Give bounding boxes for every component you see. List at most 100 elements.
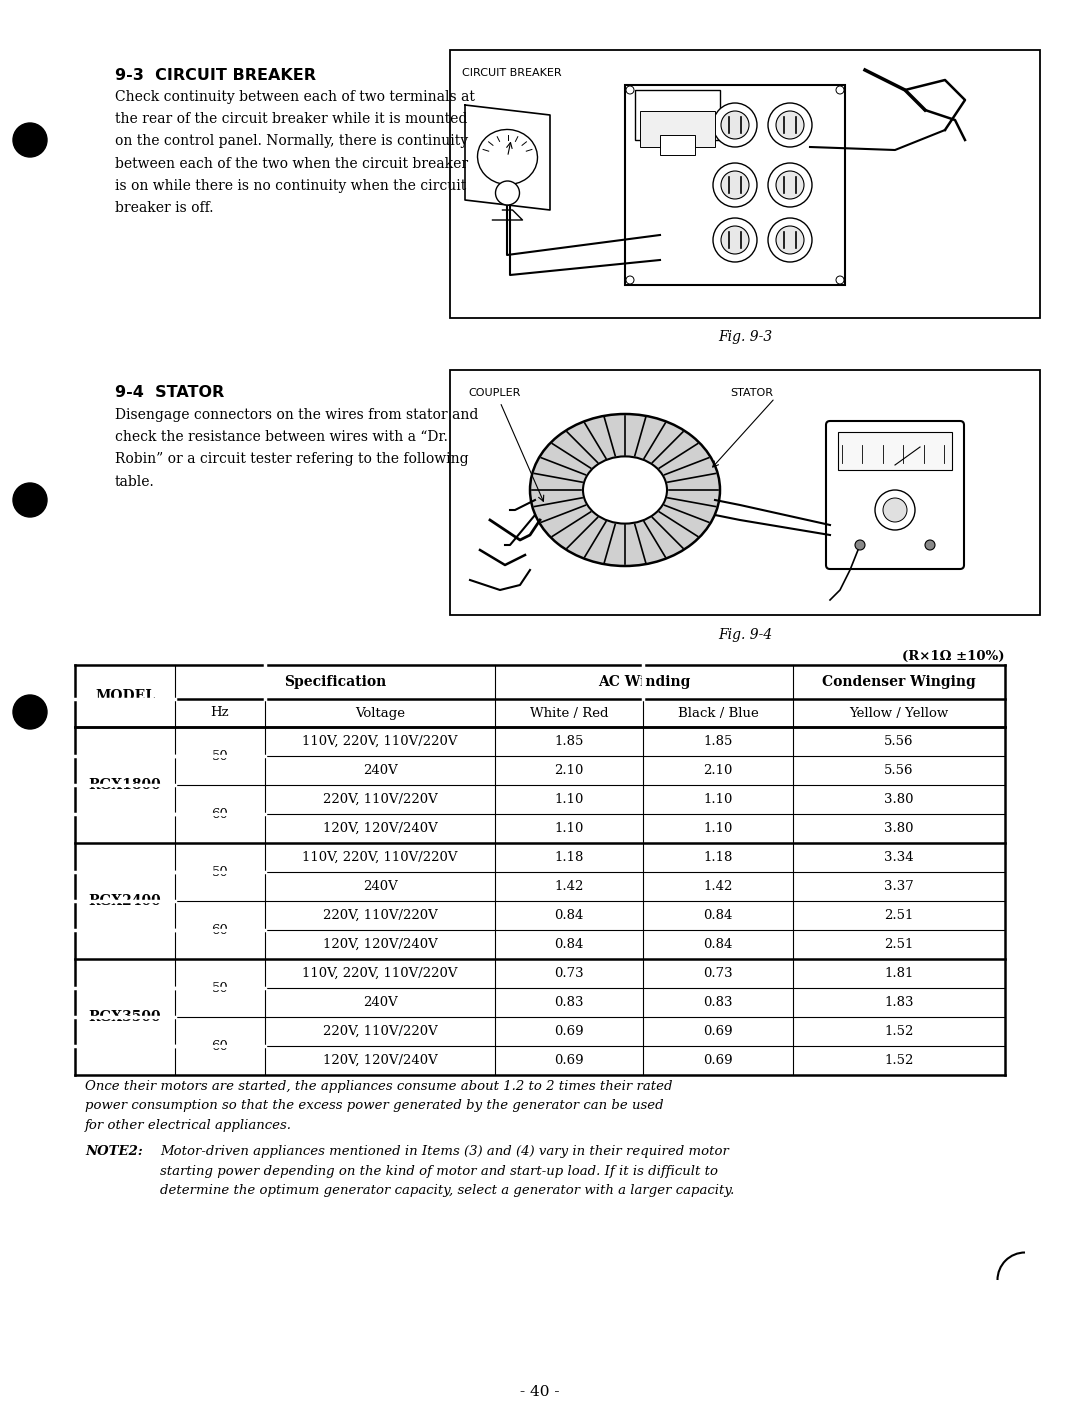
Ellipse shape xyxy=(530,414,720,566)
Text: STATOR: STATOR xyxy=(730,387,773,397)
Text: 240V: 240V xyxy=(363,764,397,776)
Text: Voltage: Voltage xyxy=(355,706,405,720)
Text: White / Red: White / Red xyxy=(530,706,608,720)
Text: 1.52: 1.52 xyxy=(885,1024,914,1038)
Circle shape xyxy=(721,170,750,199)
Text: 120V, 120V/240V: 120V, 120V/240V xyxy=(323,821,437,836)
Text: 120V, 120V/240V: 120V, 120V/240V xyxy=(323,938,437,951)
Text: RGX1800: RGX1800 xyxy=(89,778,161,792)
Circle shape xyxy=(855,540,865,550)
Text: RGX3500: RGX3500 xyxy=(89,1010,161,1024)
Text: Disengage connectors on the wires from stator and
check the resistance between w: Disengage connectors on the wires from s… xyxy=(114,409,478,489)
Circle shape xyxy=(721,111,750,139)
Text: 2.51: 2.51 xyxy=(885,938,914,951)
Text: 50: 50 xyxy=(212,865,228,878)
Circle shape xyxy=(777,111,804,139)
Text: 2.51: 2.51 xyxy=(885,909,914,921)
Text: Fig. 9-4: Fig. 9-4 xyxy=(718,628,772,643)
Circle shape xyxy=(924,540,935,550)
Text: 0.73: 0.73 xyxy=(554,967,584,981)
Circle shape xyxy=(836,276,843,285)
Text: Hz: Hz xyxy=(211,706,229,720)
Bar xyxy=(660,135,696,155)
Ellipse shape xyxy=(477,130,538,185)
Text: 1.42: 1.42 xyxy=(554,881,583,893)
Bar xyxy=(635,90,720,139)
Circle shape xyxy=(768,218,812,262)
Text: - 40 -: - 40 - xyxy=(521,1385,559,1399)
Text: 2.10: 2.10 xyxy=(703,764,732,776)
Text: 1.42: 1.42 xyxy=(703,881,732,893)
Circle shape xyxy=(883,497,907,521)
Text: 9-4  STATOR: 9-4 STATOR xyxy=(114,385,225,400)
Bar xyxy=(838,433,951,471)
Text: 0.73: 0.73 xyxy=(703,967,733,981)
Circle shape xyxy=(496,180,519,204)
Text: 3.34: 3.34 xyxy=(885,851,914,864)
Text: MODEL: MODEL xyxy=(95,689,156,703)
Circle shape xyxy=(13,695,48,728)
Text: (R×1Ω ±10%): (R×1Ω ±10%) xyxy=(903,650,1005,664)
Text: NOTE2:: NOTE2: xyxy=(85,1146,143,1158)
Text: Specification: Specification xyxy=(284,675,387,689)
Text: 5.56: 5.56 xyxy=(885,735,914,748)
Text: 60: 60 xyxy=(212,807,229,820)
Text: 0.83: 0.83 xyxy=(703,996,732,1009)
Text: 0.69: 0.69 xyxy=(554,1054,584,1067)
Circle shape xyxy=(768,103,812,147)
Text: COUPLER: COUPLER xyxy=(468,387,521,397)
Circle shape xyxy=(713,103,757,147)
Text: Condenser Winging: Condenser Winging xyxy=(822,675,976,689)
Text: 3.80: 3.80 xyxy=(885,793,914,806)
FancyBboxPatch shape xyxy=(826,421,964,569)
Circle shape xyxy=(713,218,757,262)
Text: 3.80: 3.80 xyxy=(885,821,914,836)
Text: 60: 60 xyxy=(212,1040,229,1053)
Text: 1.83: 1.83 xyxy=(885,996,914,1009)
Circle shape xyxy=(713,163,757,207)
Text: 1.18: 1.18 xyxy=(703,851,732,864)
Text: 5.56: 5.56 xyxy=(885,764,914,776)
Text: 120V, 120V/240V: 120V, 120V/240V xyxy=(323,1054,437,1067)
Text: 1.10: 1.10 xyxy=(554,793,583,806)
Bar xyxy=(625,85,845,285)
Text: 0.69: 0.69 xyxy=(703,1054,733,1067)
Ellipse shape xyxy=(583,457,667,524)
Text: 0.84: 0.84 xyxy=(554,909,583,921)
Bar xyxy=(450,49,1040,318)
Text: 0.84: 0.84 xyxy=(703,909,732,921)
Circle shape xyxy=(626,86,634,94)
Bar xyxy=(640,111,715,147)
Circle shape xyxy=(875,490,915,530)
Circle shape xyxy=(836,86,843,94)
Text: 1.81: 1.81 xyxy=(885,967,914,981)
Text: 0.83: 0.83 xyxy=(554,996,584,1009)
Text: 3.37: 3.37 xyxy=(885,881,914,893)
Circle shape xyxy=(13,483,48,517)
Text: 110V, 220V, 110V/220V: 110V, 220V, 110V/220V xyxy=(302,967,458,981)
Text: Motor-driven appliances mentioned in Items (3) and (4) vary in their required mo: Motor-driven appliances mentioned in Ite… xyxy=(160,1146,734,1198)
Text: 1.85: 1.85 xyxy=(554,735,583,748)
Text: RGX2400: RGX2400 xyxy=(89,893,161,907)
Text: 220V, 110V/220V: 220V, 110V/220V xyxy=(323,793,437,806)
Text: Check continuity between each of two terminals at
the rear of the circuit breake: Check continuity between each of two ter… xyxy=(114,90,475,216)
Text: 0.84: 0.84 xyxy=(703,938,732,951)
Bar xyxy=(450,371,1040,614)
Text: 220V, 110V/220V: 220V, 110V/220V xyxy=(323,909,437,921)
Text: 1.10: 1.10 xyxy=(554,821,583,836)
Text: 0.84: 0.84 xyxy=(554,938,583,951)
Text: Black / Blue: Black / Blue xyxy=(677,706,758,720)
Text: 1.52: 1.52 xyxy=(885,1054,914,1067)
Text: Yellow / Yellow: Yellow / Yellow xyxy=(849,706,948,720)
Text: 9-3  CIRCUIT BREAKER: 9-3 CIRCUIT BREAKER xyxy=(114,68,316,83)
Text: 240V: 240V xyxy=(363,881,397,893)
Text: Once their motors are started, the appliances consume about 1.2 to 2 times their: Once their motors are started, the appli… xyxy=(85,1081,673,1131)
Text: 0.69: 0.69 xyxy=(703,1024,733,1038)
Circle shape xyxy=(721,225,750,254)
Text: 1.10: 1.10 xyxy=(703,821,732,836)
Text: 220V, 110V/220V: 220V, 110V/220V xyxy=(323,1024,437,1038)
Text: CIRCUIT BREAKER: CIRCUIT BREAKER xyxy=(462,68,562,77)
Text: 110V, 220V, 110V/220V: 110V, 220V, 110V/220V xyxy=(302,735,458,748)
Text: AC Winding: AC Winding xyxy=(598,675,690,689)
Text: 1.85: 1.85 xyxy=(703,735,732,748)
